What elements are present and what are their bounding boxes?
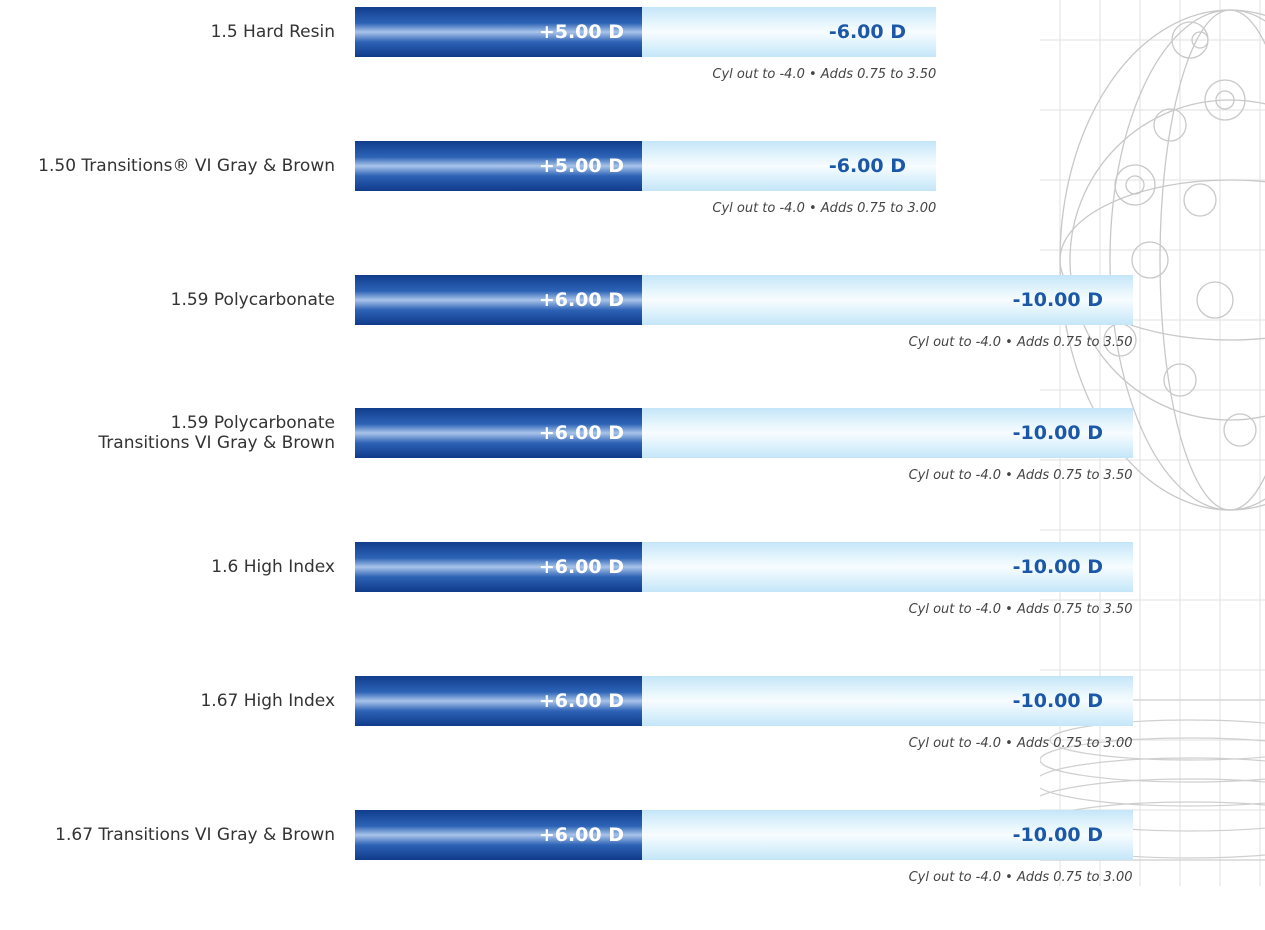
plus-power-bar: +5.00 D <box>355 141 642 191</box>
minus-power-bar: -10.00 D <box>642 408 1133 458</box>
chart-row: 1.67 High Index +6.00 D -10.00 D Cyl out to… <box>0 676 1265 796</box>
cyl-add-range-note: Cyl out to -4.0 • Adds 0.75 to 3.00 <box>712 201 937 216</box>
cyl-add-range-note: Cyl out to -4.0 • Adds 0.75 to 3.50 <box>908 602 1133 617</box>
lens-material-label: 1.59 Polycarbonate Transitions VI Gray & … <box>98 413 335 453</box>
plus-power-label: +5.00 D <box>538 155 624 177</box>
chart-row: 1.59 Polycarbonate +6.00 D -10.00 D Cyl out… <box>0 275 1265 395</box>
chart-row: 1.67 Transitions VI Gray & Brown +6.00 D -… <box>0 810 1265 930</box>
lens-material-label: 1.6 High Index <box>211 557 335 577</box>
plus-power-bar: +5.00 D <box>355 7 642 57</box>
plus-power-label: +5.00 D <box>538 21 624 43</box>
minus-power-label: -6.00 D <box>828 21 906 43</box>
minus-power-label: -10.00 D <box>1012 690 1103 712</box>
minus-power-bar: -10.00 D <box>642 275 1133 325</box>
minus-power-bar: -6.00 D <box>642 7 936 57</box>
lens-material-label: 1.67 High Index <box>200 691 335 711</box>
chart-row: 1.50 Transitions® VI Gray & Brown +5.00 D… <box>0 141 1265 261</box>
plus-power-bar: +6.00 D <box>355 408 642 458</box>
minus-power-bar: -10.00 D <box>642 542 1133 592</box>
cyl-add-range-note: Cyl out to -4.0 • Adds 0.75 to 3.50 <box>712 67 937 82</box>
plus-power-label: +6.00 D <box>538 289 624 311</box>
plus-power-label: +6.00 D <box>538 824 624 846</box>
minus-power-label: -10.00 D <box>1012 556 1103 578</box>
lens-material-label: 1.59 Polycarbonate <box>170 290 335 310</box>
minus-power-bar: -10.00 D <box>642 676 1133 726</box>
plus-power-label: +6.00 D <box>538 690 624 712</box>
minus-power-label: -6.00 D <box>828 155 906 177</box>
minus-power-bar: -6.00 D <box>642 141 936 191</box>
plus-power-bar: +6.00 D <box>355 810 642 860</box>
plus-power-bar: +6.00 D <box>355 275 642 325</box>
chart-row: 1.6 High Index +6.00 D -10.00 D Cyl out to … <box>0 542 1265 662</box>
lens-material-label: 1.5 Hard Resin <box>210 22 335 42</box>
chart-row: 1.59 Polycarbonate Transitions VI Gray & … <box>0 408 1265 528</box>
cyl-add-range-note: Cyl out to -4.0 • Adds 0.75 to 3.00 <box>908 736 1133 751</box>
minus-power-label: -10.00 D <box>1012 422 1103 444</box>
plus-power-label: +6.00 D <box>538 422 624 444</box>
cyl-add-range-note: Cyl out to -4.0 • Adds 0.75 to 3.50 <box>908 335 1133 350</box>
cyl-add-range-note: Cyl out to -4.0 • Adds 0.75 to 3.00 <box>908 870 1133 885</box>
minus-power-label: -10.00 D <box>1012 289 1103 311</box>
minus-power-bar: -10.00 D <box>642 810 1133 860</box>
plus-power-bar: +6.00 D <box>355 676 642 726</box>
lens-material-label: 1.67 Transitions VI Gray & Brown <box>55 825 335 845</box>
plus-power-label: +6.00 D <box>538 556 624 578</box>
minus-power-label: -10.00 D <box>1012 824 1103 846</box>
chart-row: 1.5 Hard Resin +5.00 D -6.00 D Cyl out to -… <box>0 7 1265 127</box>
plus-power-bar: +6.00 D <box>355 542 642 592</box>
lens-material-label: 1.50 Transitions® VI Gray & Brown <box>38 156 335 176</box>
cyl-add-range-note: Cyl out to -4.0 • Adds 0.75 to 3.50 <box>908 468 1133 483</box>
